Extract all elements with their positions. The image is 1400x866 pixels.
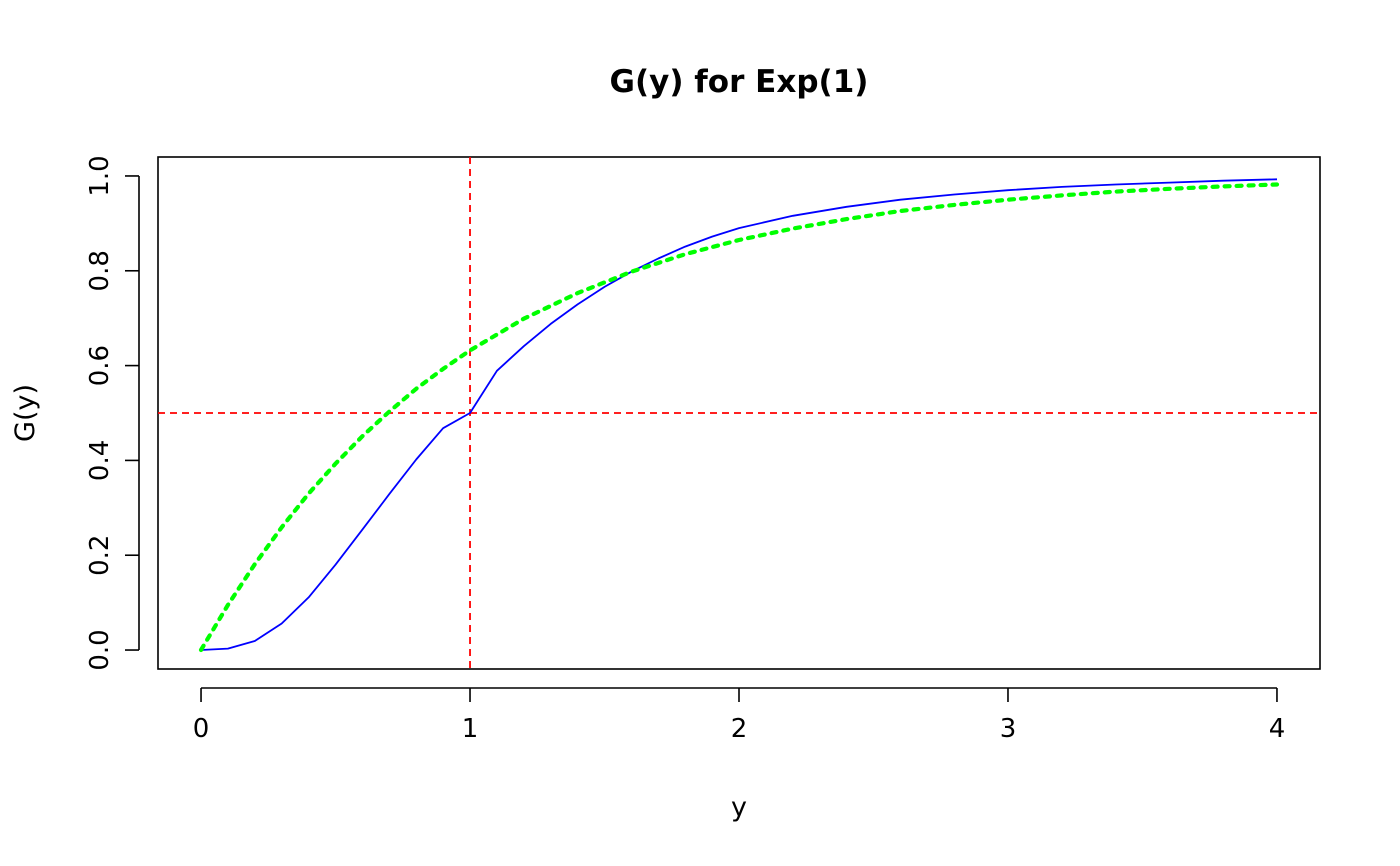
x-tick-label: 4 (1269, 714, 1286, 744)
series-line-1 (200, 178, 1278, 651)
x-tick-label: 2 (731, 714, 748, 744)
series-line-2 (198, 182, 1280, 653)
x-tick-label: 0 (193, 714, 210, 744)
x-axis-label: y (731, 792, 747, 823)
y-tick-label: 0.0 (85, 629, 115, 670)
y-axis-label: G(y) (10, 384, 41, 442)
series-layer (198, 178, 1280, 653)
y-tick-label: 0.6 (85, 345, 115, 386)
y-tick-label: 0.8 (85, 250, 115, 291)
x-tick-label: 3 (1000, 714, 1017, 744)
y-tick-label: 1.0 (85, 155, 115, 196)
y-tick-label: 0.4 (85, 440, 115, 481)
reference-lines (158, 157, 1320, 669)
x-tick-label: 1 (462, 714, 479, 744)
y-axis: 0.0 0.2 0.4 0.6 0.8 1.0 (85, 155, 140, 671)
x-axis: 0 1 2 3 4 (193, 687, 1286, 744)
chart-title: G(y) for Exp(1) (610, 64, 869, 100)
y-tick-label: 0.2 (85, 535, 115, 576)
